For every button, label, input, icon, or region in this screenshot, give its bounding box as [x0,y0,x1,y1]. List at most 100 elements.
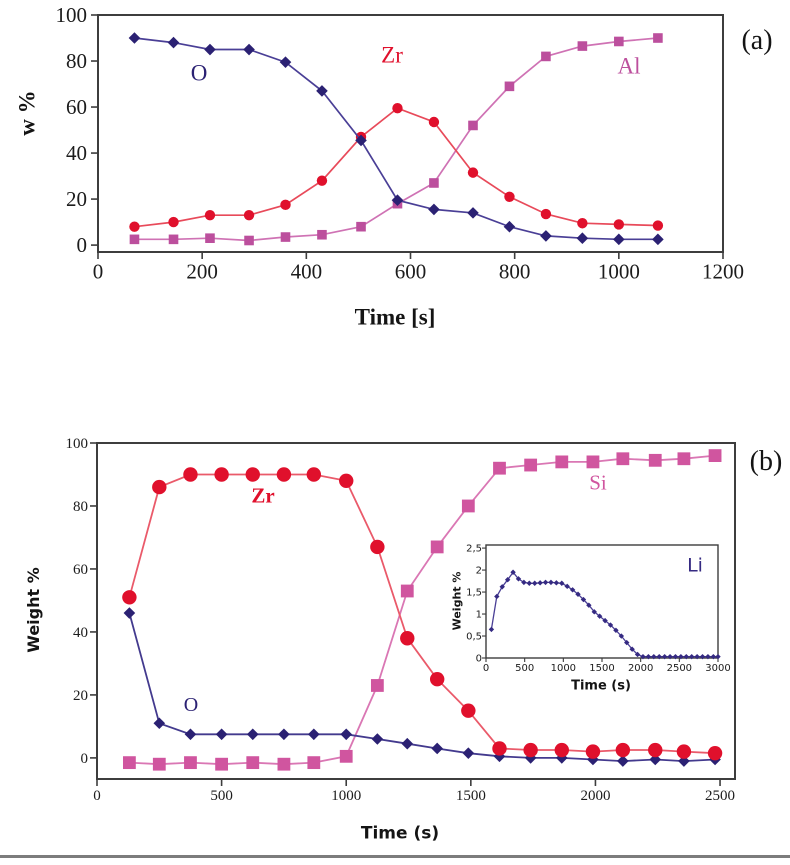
Li-marker [559,580,565,586]
Si-marker [307,756,321,770]
Al-marker [541,51,551,62]
Zr-marker [243,209,255,221]
O-marker [246,728,259,741]
inset-x-axis-title: Time (s) [571,678,631,694]
Li-marker [683,653,689,660]
Zr-marker [339,473,354,488]
O-marker [279,56,292,68]
Li-marker [521,579,527,586]
Si-marker [524,458,538,472]
inset-series-label-Li: Li [687,554,703,577]
Zr-marker [613,219,625,230]
panel-a-y-tick-label: 100 [56,3,88,27]
li-inset-x-tick-label: 0 [483,663,489,674]
Si-marker [370,679,384,692]
panel-a-O-line [134,37,658,241]
Li-marker [510,569,516,575]
panel-b-y-tick-label: 20 [73,688,88,704]
Zr-marker [370,539,385,555]
O-marker [153,717,166,730]
O-marker [340,728,353,741]
Li-marker [618,633,625,639]
Si-marker [677,452,691,466]
O-marker [652,233,664,246]
Al-marker [504,81,515,92]
O-marker [123,607,136,619]
Li-marker [499,584,505,590]
inset-y-axis-title: Weight % [450,571,464,631]
li-inset-y-tick-label: 0 [476,653,482,664]
O-marker [462,747,475,759]
Li-marker [694,653,700,660]
page-divider [0,855,790,858]
O-marker [431,742,443,755]
O-marker [128,32,141,44]
Al-marker [356,221,366,232]
panel-a-y-tick-label: 40 [66,141,87,165]
Zr-marker [615,742,631,758]
Li-marker [640,653,646,660]
Al-marker [244,235,254,246]
panel-b-x-tick-label: 500 [210,788,233,804]
Si-marker [708,449,722,462]
Li-marker [689,653,695,660]
Al-marker [577,41,588,51]
O-marker [555,752,568,764]
panel-a-series-label-Zr: Zr [381,42,403,68]
O-marker [401,737,414,750]
Li-marker [715,653,721,660]
Al-marker [129,234,140,245]
O-marker [184,728,197,741]
Li-marker [705,653,711,660]
Si-marker [616,452,630,466]
panel-b-y-tick-label: 100 [66,436,89,452]
Zr-marker [316,175,328,186]
Li-marker [651,653,657,660]
panel-a-x-tick-label: 1200 [702,259,744,283]
li-inset-y-tick-label: 1 [476,609,482,620]
panel-a-y-tick-label: 0 [77,233,88,257]
panel-b-x-axis-title: Time (s) [360,823,440,844]
Li-marker [602,617,608,624]
Li-marker [504,577,511,583]
O-marker [204,43,216,56]
O-marker [613,233,625,246]
Zr-marker [204,209,216,221]
O-marker [371,733,384,745]
O-marker [576,232,589,244]
Li-marker [542,579,549,586]
panel-b-series-label-O: O [183,694,199,716]
Li-marker [645,653,652,660]
O-marker [243,43,255,56]
Li-marker [596,613,603,619]
li-inset-x-tick-label: 2000 [628,663,653,674]
li-inset-y-tick-label: 2 [476,565,482,576]
Li-marker [624,639,630,646]
panel-b-letter: (b) [749,446,783,477]
Li-marker [699,653,706,660]
li-inset-x-tick-label: 500 [515,663,534,674]
Si-marker [430,540,444,554]
panel-a-x-tick-label: 0 [93,259,104,283]
Li-marker [661,653,668,660]
O-marker [540,230,552,242]
panel-b-x-tick-label: 0 [93,788,101,804]
li-inset-y-tick-label: 1,5 [466,587,482,598]
panel-b-x-tick-label: 1500 [456,788,486,804]
O-marker [617,755,629,767]
Li-marker [710,653,717,660]
Al-marker [653,33,663,43]
Zr-marker [467,167,479,178]
Zr-marker [276,467,292,482]
Zr-marker [540,208,552,220]
O-marker [524,752,537,764]
Li-marker [586,602,592,608]
O-marker [278,728,290,741]
O-marker [215,728,228,741]
Si-marker [493,461,506,475]
panel-a-Zr-line [134,107,658,228]
panel-b-y-axis-title: Weight % [24,567,43,653]
panel-b-series-label-Zr: Zr [251,483,275,508]
